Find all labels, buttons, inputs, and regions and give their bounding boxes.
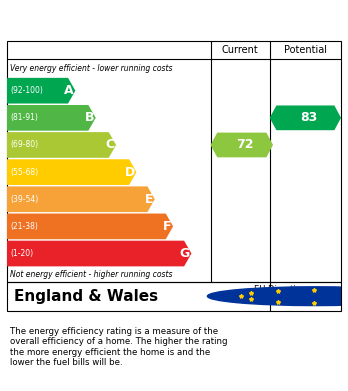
Text: (21-38): (21-38) bbox=[10, 222, 38, 231]
Text: A: A bbox=[64, 84, 74, 97]
Polygon shape bbox=[211, 133, 273, 157]
Text: B: B bbox=[85, 111, 94, 124]
Text: England & Wales: England & Wales bbox=[14, 289, 158, 304]
Polygon shape bbox=[270, 106, 341, 130]
Text: (92-100): (92-100) bbox=[10, 86, 43, 95]
Text: F: F bbox=[163, 220, 172, 233]
Circle shape bbox=[207, 287, 348, 306]
Polygon shape bbox=[7, 187, 155, 212]
Text: D: D bbox=[125, 166, 135, 179]
Text: Very energy efficient - lower running costs: Very energy efficient - lower running co… bbox=[10, 64, 173, 73]
Text: Current: Current bbox=[222, 45, 259, 55]
Text: E: E bbox=[145, 193, 153, 206]
Text: The energy efficiency rating is a measure of the
overall efficiency of a home. T: The energy efficiency rating is a measur… bbox=[10, 327, 228, 367]
Text: (69-80): (69-80) bbox=[10, 140, 38, 149]
Text: (81-91): (81-91) bbox=[10, 113, 38, 122]
Text: (1-20): (1-20) bbox=[10, 249, 33, 258]
Polygon shape bbox=[7, 132, 116, 158]
Polygon shape bbox=[7, 241, 191, 266]
Text: C: C bbox=[105, 138, 114, 151]
Polygon shape bbox=[7, 78, 76, 104]
Text: 72: 72 bbox=[236, 138, 254, 151]
Text: Potential: Potential bbox=[284, 45, 327, 55]
Polygon shape bbox=[7, 159, 136, 185]
Text: Not energy efficient - higher running costs: Not energy efficient - higher running co… bbox=[10, 270, 173, 279]
Polygon shape bbox=[7, 105, 96, 131]
Text: 83: 83 bbox=[300, 111, 317, 124]
Text: Energy Efficiency Rating: Energy Efficiency Rating bbox=[10, 11, 239, 30]
Text: EU Directive
2002/91/EC: EU Directive 2002/91/EC bbox=[254, 285, 306, 305]
Text: (39-54): (39-54) bbox=[10, 195, 39, 204]
Polygon shape bbox=[7, 213, 173, 239]
Text: (55-68): (55-68) bbox=[10, 168, 38, 177]
Text: G: G bbox=[180, 247, 190, 260]
